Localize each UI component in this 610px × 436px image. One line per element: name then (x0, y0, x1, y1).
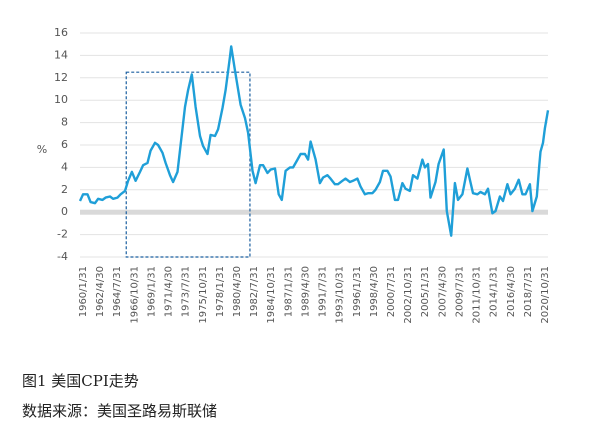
x-tick-label: 1996/1/31 (352, 266, 363, 317)
x-tick-label: 1969/1/31 (146, 266, 157, 317)
y-axis-label: % (37, 143, 47, 156)
highlight-box (125, 71, 251, 258)
cpi-series-line (78, 45, 550, 237)
x-tick-label: 2002/10/31 (403, 266, 414, 324)
x-tick-label: 1978/1/31 (215, 266, 226, 317)
x-tick-label: 1975/10/31 (198, 266, 209, 324)
x-tick-label: 1998/4/30 (369, 266, 380, 317)
x-tick-label: 1971/4/30 (164, 266, 175, 317)
x-tick-label: 1960/1/31 (78, 266, 89, 317)
x-tick-label: 1962/4/30 (95, 266, 106, 317)
x-tick-label: 1980/4/30 (232, 266, 243, 317)
x-tick-label: 2014/1/31 (489, 266, 500, 317)
x-tick-label: 1982/7/31 (249, 266, 260, 317)
zero-line (80, 209, 548, 215)
y-tick-label: 2 (61, 183, 68, 196)
y-tick-label: -2 (57, 228, 68, 241)
y-tick-label: 6 (61, 138, 68, 151)
x-tick-label: 1984/10/31 (266, 266, 277, 324)
y-tick-label: 0 (61, 205, 68, 218)
x-tick-label: 1991/7/31 (318, 266, 329, 317)
x-tick-label: 2020/10/31 (540, 266, 551, 324)
y-axis: -4 -2 0 2 4 6 8 10 12 14 16 (54, 26, 68, 263)
y-tick-label: 14 (54, 48, 68, 61)
x-tick-label: 1987/1/31 (283, 266, 294, 317)
x-tick-label: 2007/4/30 (437, 266, 448, 317)
x-tick-label: 1966/10/31 (129, 266, 140, 324)
y-tick-label: 12 (54, 71, 68, 84)
figure-caption: 图1 美国CPI走势 (22, 372, 139, 390)
gridlines (80, 32, 548, 258)
x-tick-label: 2000/7/31 (386, 266, 397, 317)
x-axis: 1960/1/31 1962/4/30 1964/7/31 1966/10/31 196… (78, 266, 551, 324)
y-tick-label: 16 (54, 26, 68, 39)
x-tick-label: 2018/7/31 (523, 266, 534, 317)
y-tick-label: 10 (54, 93, 68, 106)
x-tick-label: 2011/10/31 (472, 266, 483, 324)
x-tick-label: 2009/7/31 (454, 266, 465, 317)
x-tick-label: 1993/10/31 (335, 266, 346, 324)
x-tick-label: 1989/4/30 (300, 266, 311, 317)
x-tick-label: 2005/1/31 (420, 266, 431, 317)
y-tick-label: 4 (61, 160, 68, 173)
y-tick-label: 8 (61, 116, 68, 129)
figure-source: 数据来源：美国圣路易斯联储 (22, 402, 218, 420)
x-tick-label: 1973/7/31 (181, 266, 192, 317)
x-tick-label: 1964/7/31 (112, 266, 123, 317)
y-tick-label: -4 (57, 250, 68, 263)
x-tick-label: 2016/4/30 (506, 266, 517, 317)
